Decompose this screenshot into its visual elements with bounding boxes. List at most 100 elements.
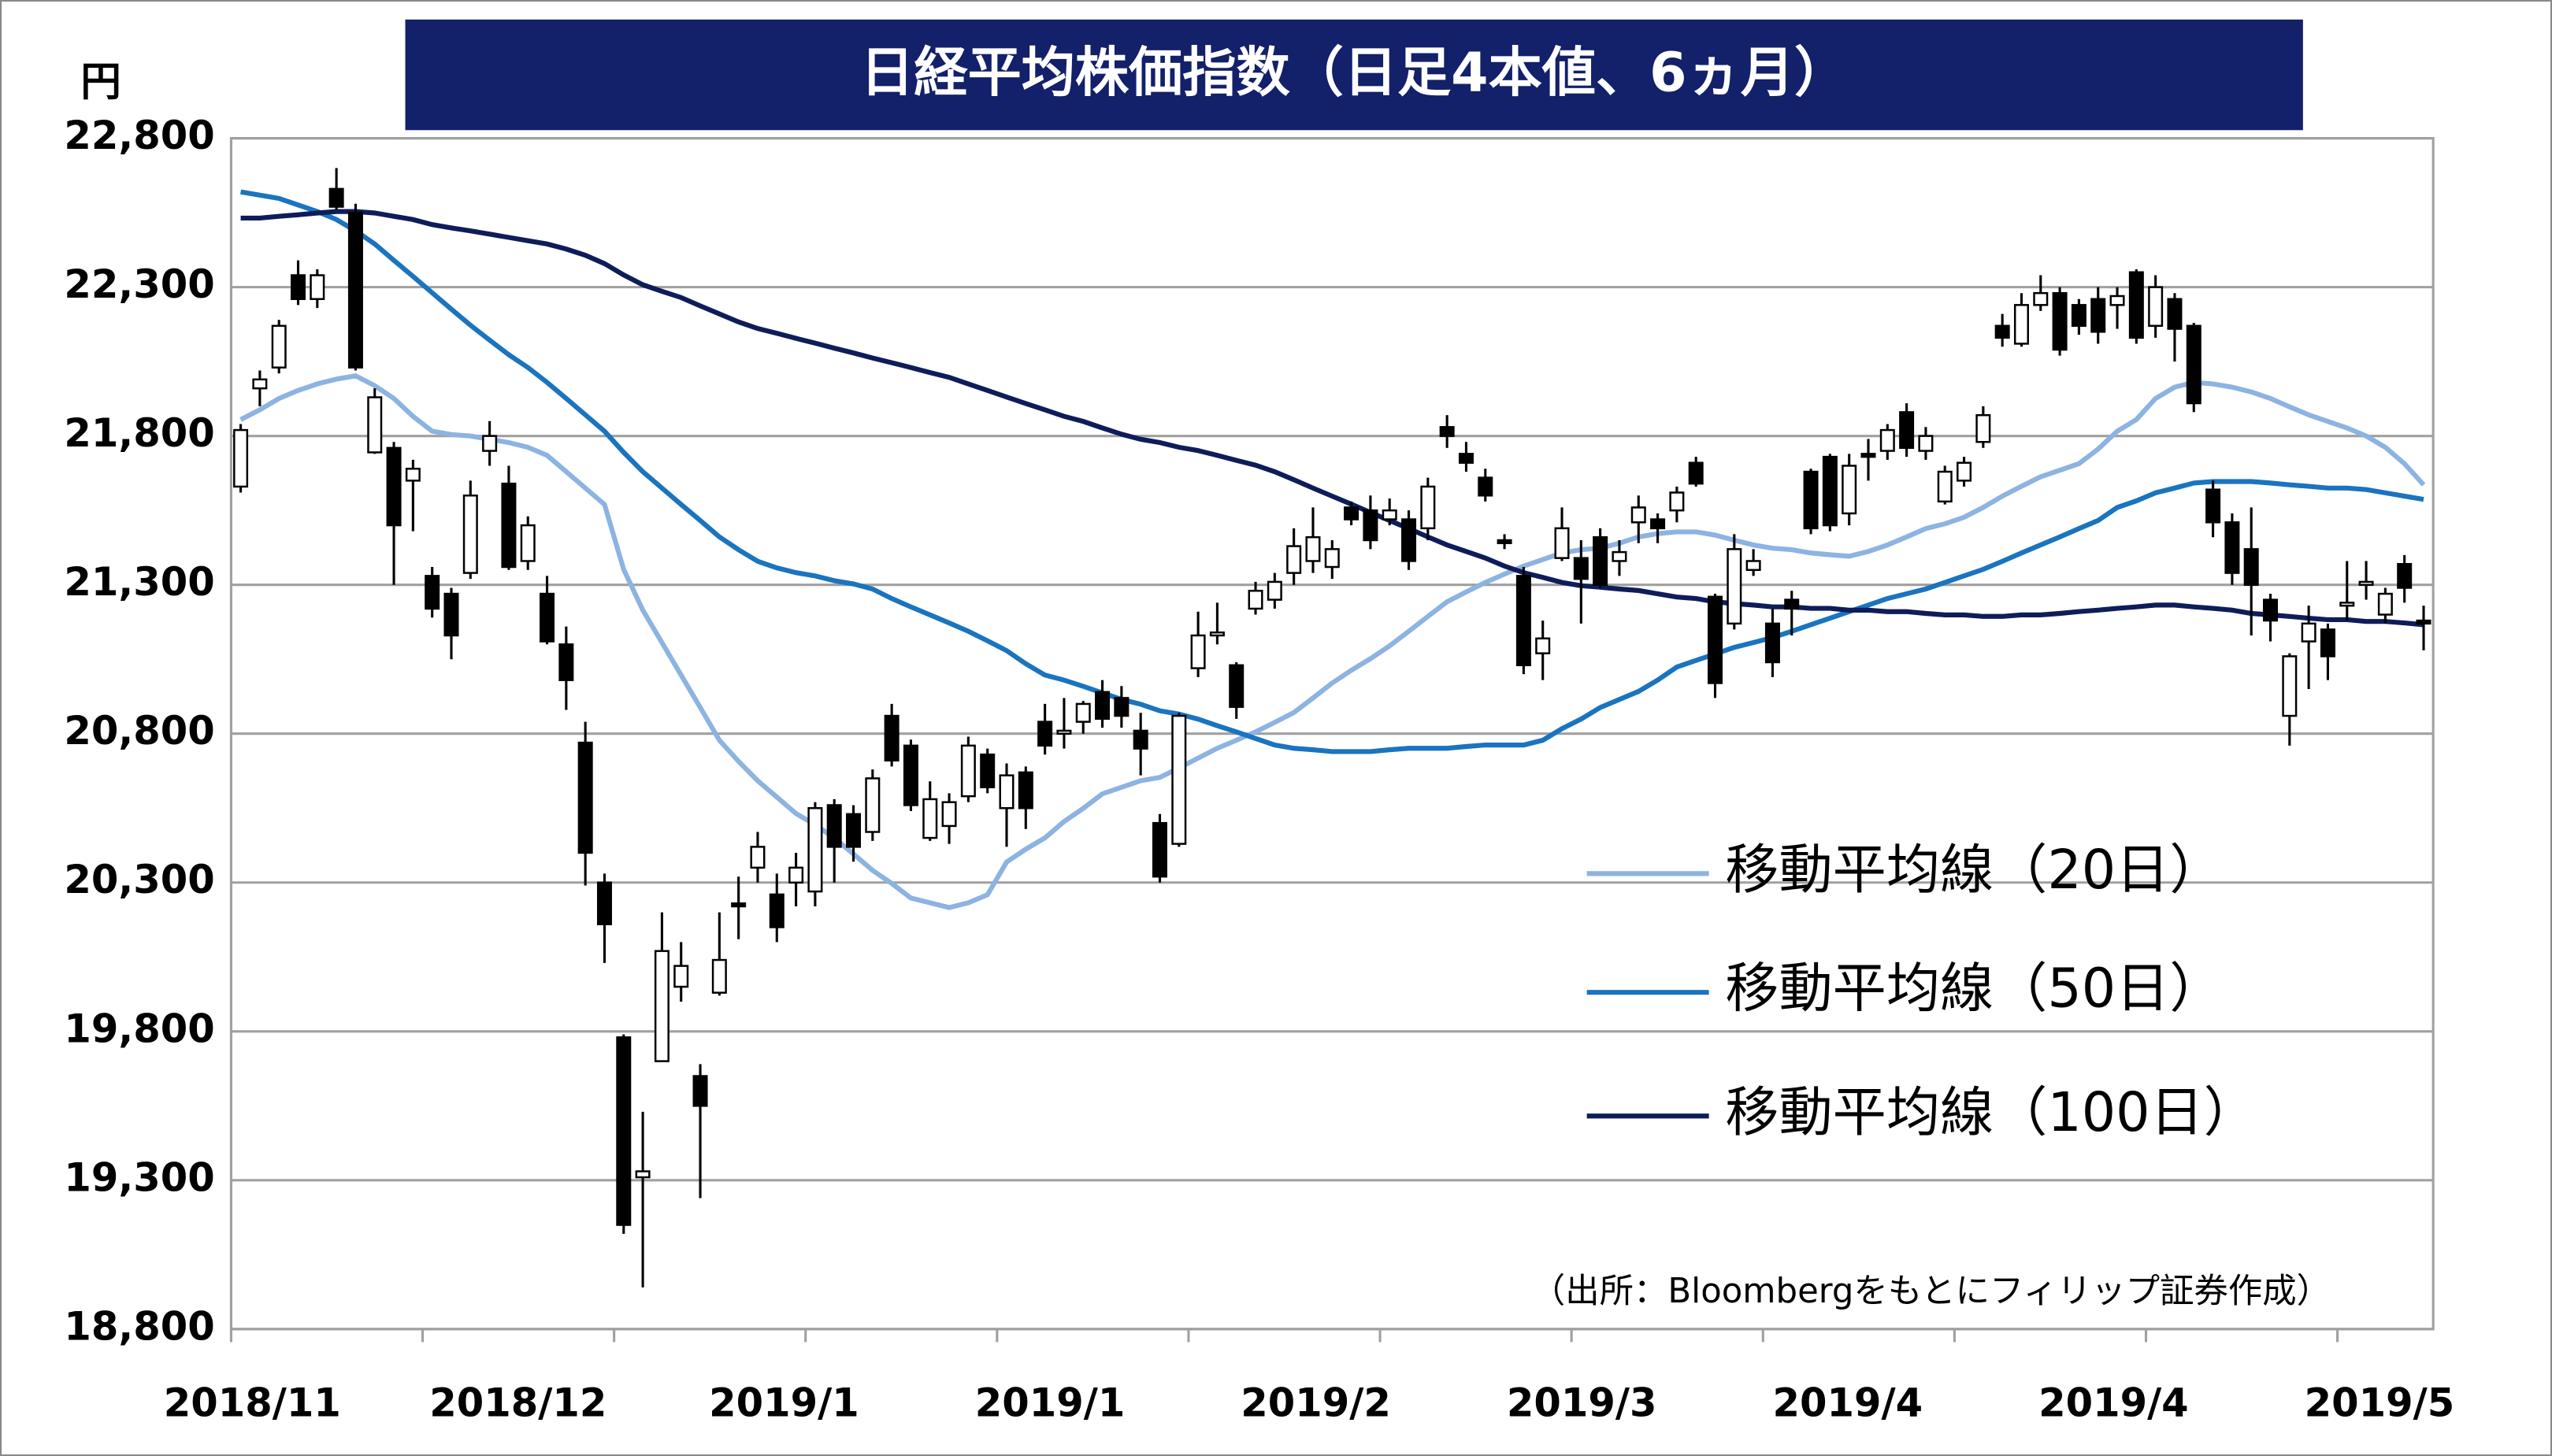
x-tick-label: 2019/2: [1241, 1380, 1391, 1425]
candle-body: [310, 274, 325, 300]
candle-body: [462, 495, 478, 574]
legend-label: 移動平均線（50日）: [1725, 958, 2223, 1021]
candle-body: [1707, 595, 1723, 684]
candle-body: [1745, 560, 1761, 572]
candle-body: [1957, 461, 1972, 482]
candle-body: [1133, 729, 1148, 750]
candle-body: [826, 804, 842, 848]
candle-body: [1918, 435, 1934, 452]
candle-body: [1784, 598, 1800, 610]
candle-body: [1669, 491, 1685, 512]
candle-body: [960, 744, 976, 798]
y-tick-label: 22,800: [64, 113, 214, 158]
x-tick-label: 2019/1: [709, 1380, 859, 1425]
candle-body: [846, 813, 862, 848]
y-tick-label: 19,800: [64, 1006, 214, 1051]
candle-body: [1324, 548, 1340, 569]
candle-body: [1152, 821, 1167, 878]
candle-body: [1248, 590, 1263, 610]
y-tick-label: 18,800: [64, 1303, 214, 1349]
candle-body: [1650, 518, 1666, 530]
candle-body: [425, 575, 440, 610]
candle-body: [1037, 721, 1053, 747]
candle-body: [2243, 548, 2259, 586]
y-unit: 円: [80, 58, 121, 106]
candle-body: [1975, 413, 1991, 443]
x-tick-label: 2019/3: [1507, 1380, 1657, 1425]
candle-body: [2263, 598, 2279, 622]
moving-average-line: [240, 189, 2424, 754]
candle-body: [233, 428, 249, 488]
candle-body: [1860, 453, 1876, 458]
y-tick-label: 19,300: [64, 1154, 214, 1200]
candle-body: [788, 866, 804, 884]
candle-body: [577, 741, 593, 854]
y-tick-label: 21,800: [64, 410, 214, 456]
candle-body: [1171, 714, 1187, 845]
candle-body: [2416, 619, 2431, 625]
candle-body: [635, 1170, 651, 1179]
candle-body: [558, 643, 574, 681]
candle-body: [1764, 622, 1780, 664]
chart-title: 日経平均株価指数（日足4本値、6ヵ月）: [860, 43, 1848, 105]
candle-body: [1994, 324, 2010, 339]
candle-body: [291, 274, 306, 300]
candle-body: [520, 524, 536, 562]
source-note: （出所：Bloombergをもとにフィリップ証券作成）: [1531, 1272, 2331, 1311]
candle-body: [673, 965, 689, 988]
candle-body: [1612, 550, 1627, 562]
candle-body: [922, 798, 938, 839]
moving-average-line: [239, 373, 2426, 910]
candle-body: [252, 378, 268, 390]
candle-body: [884, 714, 900, 761]
candle-body: [1822, 455, 1838, 527]
candle-body: [2282, 655, 2298, 717]
candle-body: [2109, 295, 2125, 306]
candle-body: [654, 950, 670, 1062]
candle-body: [750, 846, 766, 869]
candle-body: [501, 482, 517, 569]
candle-body: [2339, 602, 2355, 607]
candle-body: [1727, 548, 1742, 625]
y-tick-label: 20,800: [64, 708, 214, 754]
candle-body: [1018, 771, 1033, 810]
moving-average-line: [240, 209, 2424, 628]
candle-body: [692, 1075, 708, 1107]
candle-body: [1056, 729, 1072, 735]
candle-body: [1535, 637, 1551, 654]
candle-body: [2301, 622, 2316, 643]
candle-body: [1267, 580, 1282, 601]
candle-body: [1075, 702, 1091, 723]
candle-body: [1439, 426, 1455, 437]
candle-body: [1382, 509, 1397, 521]
candle-body: [1879, 428, 1895, 452]
candle-body: [271, 324, 287, 369]
candle-body: [1420, 485, 1436, 530]
candle-body: [2033, 291, 2049, 306]
candle-body: [2377, 592, 2393, 616]
candle-body: [1190, 634, 1206, 669]
candle-body: [1305, 535, 1321, 562]
candle-body: [711, 958, 727, 994]
x-tick-label: 2018/11: [164, 1380, 341, 1425]
candle-body: [1688, 461, 1704, 485]
x-tick-label: 2019/1: [975, 1380, 1126, 1425]
candle-body: [1363, 509, 1378, 542]
candle-body: [731, 902, 747, 908]
candle-body: [443, 592, 459, 637]
x-tick-label: 2018/12: [429, 1380, 606, 1425]
candle-body: [367, 396, 383, 454]
candle-body: [2071, 304, 2086, 328]
candle-body: [1229, 664, 1244, 708]
y-tick-label: 20,300: [64, 857, 214, 902]
candle-body: [903, 744, 918, 806]
candle-body: [1842, 465, 1857, 515]
candle-body: [2128, 271, 2144, 339]
candle-body: [347, 211, 363, 369]
candle-body: [1573, 557, 1589, 580]
candle-body: [2224, 521, 2240, 574]
candle-body: [2052, 291, 2068, 351]
candle-body: [1209, 631, 1225, 637]
